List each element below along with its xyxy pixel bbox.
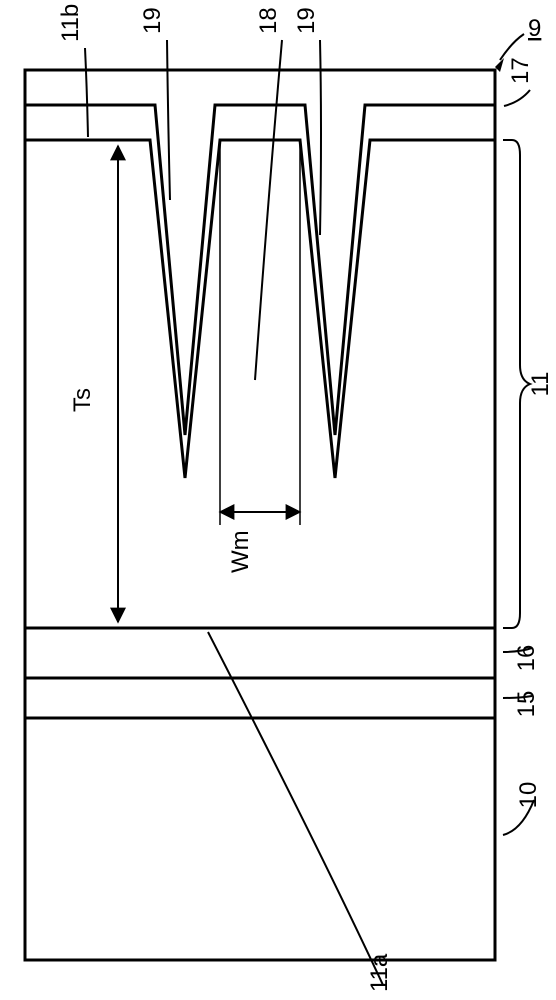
label-18-text: 18 (255, 7, 282, 34)
leader-18: 18 (255, 7, 282, 380)
dim-wm-label: Wm (227, 530, 254, 573)
label-11a-text: 11a (366, 953, 393, 992)
leader-10: 10 (503, 782, 542, 835)
surface-17 (25, 105, 495, 435)
diagram-svg: 9 Wm Ts 17 11 16 (0, 0, 556, 1000)
label-19-right-text: 19 (293, 7, 320, 34)
leader-17: 17 (504, 57, 534, 106)
dim-ts: Ts (69, 146, 118, 622)
leader-15: 15 (503, 691, 540, 718)
label-16-text: 16 (513, 645, 540, 672)
label-10-text: 10 (515, 782, 542, 809)
label-11b-text: 11b (57, 4, 84, 42)
label-19-left-text: 19 (139, 7, 166, 34)
label-9-text: 9 (528, 15, 541, 42)
leader-16: 16 (503, 645, 540, 672)
dim-ts-label: Ts (69, 388, 96, 412)
layer-outline (25, 70, 495, 960)
label-11-text: 11 (527, 372, 554, 397)
dim-wm: Wm (220, 140, 300, 573)
label-17-text: 17 (507, 57, 534, 84)
bracket-11: 11 (503, 140, 554, 628)
label-15-text: 15 (513, 691, 540, 718)
leader-11a: 11a (208, 632, 393, 992)
